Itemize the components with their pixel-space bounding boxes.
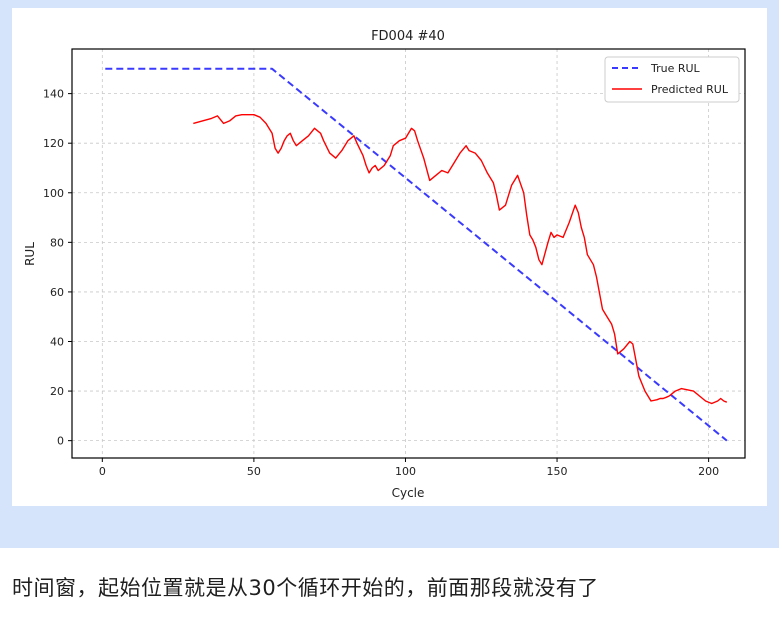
x-tick-label: 50 [247, 465, 261, 478]
caption-strip [0, 548, 779, 621]
caption-text: 时间窗，起始位置就是从30个循环开始的，前面那段就没有了 [12, 576, 599, 600]
y-tick-label: 100 [43, 187, 64, 200]
series [105, 67, 728, 442]
x-tick-label: 200 [698, 465, 719, 478]
plot-frame [71, 48, 746, 459]
legend-true-rul-label: True RUL [650, 62, 701, 75]
rul-chart: 0 50 100 150 200 0 20 40 60 80 100 120 140 FD004 #40… [23, 29, 746, 500]
legend-box [604, 56, 740, 103]
y-tick-label: 80 [50, 236, 64, 249]
y-axis-label: RUL [23, 242, 37, 266]
legend: True RUL Predicted RUL [604, 56, 740, 103]
predicted-rul-line [193, 113, 728, 405]
true-rul-line [105, 67, 728, 442]
y-tick-label: 60 [50, 286, 64, 299]
y-tick-label: 20 [50, 385, 64, 398]
x-tick-label: 100 [395, 465, 416, 478]
y-tick-label: 140 [43, 88, 64, 101]
axes: 0 50 100 150 200 0 20 40 60 80 100 120 140 [43, 88, 719, 478]
grid-lines [72, 49, 745, 458]
y-tick-label: 0 [57, 435, 64, 448]
x-axis-label: Cycle [392, 486, 425, 500]
y-tick-label: 40 [50, 335, 64, 348]
y-tick-label: 120 [43, 137, 64, 150]
legend-predicted-rul-label: Predicted RUL [651, 83, 729, 96]
x-tick-label: 0 [99, 465, 106, 478]
x-tick-label: 150 [547, 465, 568, 478]
chart-card: 0 50 100 150 200 0 20 40 60 80 100 120 140 FD004 #40… [12, 8, 767, 506]
chart-title: FD004 #40 [371, 29, 445, 44]
